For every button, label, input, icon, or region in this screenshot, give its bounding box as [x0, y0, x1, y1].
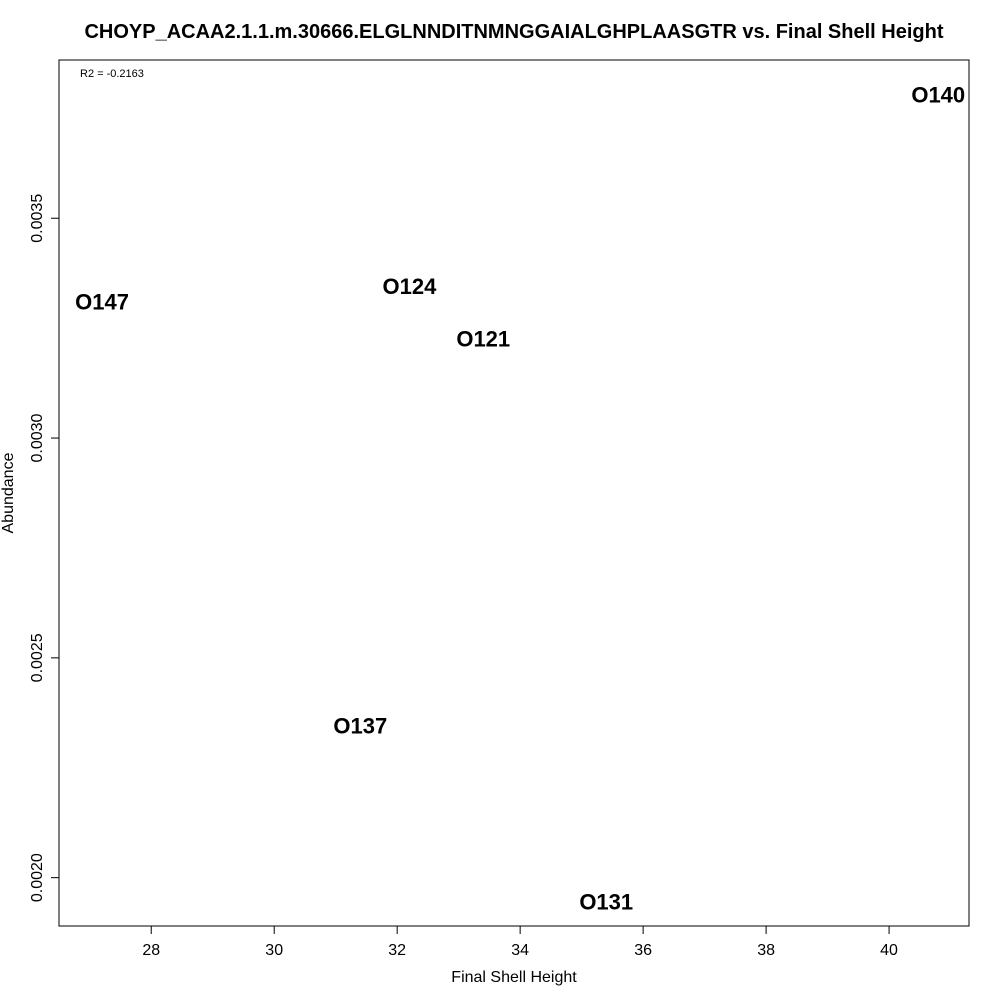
y-axis-label: Abundance [0, 452, 17, 533]
point-labels: O140 O147 O124 O121 O137 O131 [75, 83, 965, 915]
x-tick-label: 40 [880, 942, 898, 959]
plot-frame [58, 59, 970, 927]
point-label-o121: O121 [456, 327, 510, 352]
y-axis: 0.0020 0.0025 0.0030 0.0035 [29, 194, 59, 902]
x-tick-label: 36 [634, 942, 652, 959]
x-tick-label: 30 [265, 942, 283, 959]
x-tick-label: 34 [511, 942, 529, 959]
x-tick-label: 32 [388, 942, 406, 959]
x-axis-label: Final Shell Height [451, 969, 577, 986]
x-axis: 28 30 32 34 36 38 40 [142, 926, 898, 959]
r2-annotation: R2 = -0.2163 [80, 68, 144, 80]
point-label-o147: O147 [75, 289, 129, 314]
point-label-o131: O131 [579, 889, 633, 914]
x-tick-label: 38 [757, 942, 775, 959]
chart-title: CHOYP_ACAA2.1.1.m.30666.ELGLNNDITNMNGGAI… [84, 21, 943, 43]
point-label-o140: O140 [911, 83, 965, 108]
y-tick-label: 0.0020 [29, 853, 46, 902]
y-tick-label: 0.0035 [29, 194, 46, 243]
y-tick-label: 0.0030 [29, 413, 46, 462]
y-tick-label: 0.0025 [29, 633, 46, 682]
point-label-o124: O124 [383, 274, 438, 299]
point-label-o137: O137 [333, 713, 387, 738]
x-tick-label: 28 [142, 942, 160, 959]
